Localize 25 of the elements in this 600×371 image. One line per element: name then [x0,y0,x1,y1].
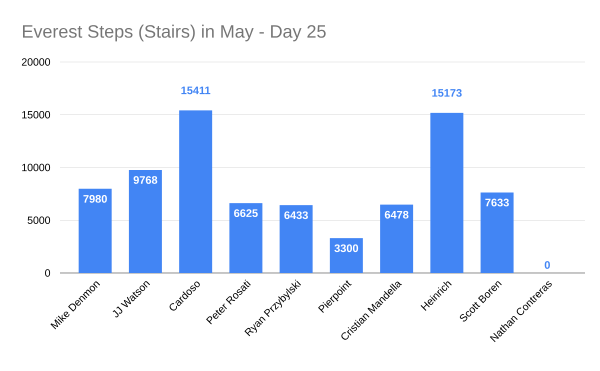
y-tick-label: 10000 [22,164,50,172]
bar [229,203,262,273]
data-label: 0 [544,261,550,269]
data-label: 6625 [234,209,258,218]
bar [430,112,464,273]
data-label: 9768 [134,176,158,184]
data-label: 6478 [384,210,408,219]
data-label: 7980 [83,195,107,203]
chart-title: Everest Steps (Stairs) in May - Day 25 [22,24,326,42]
data-label: 6433 [284,211,308,220]
data-label: 15173 [432,89,462,97]
y-tick-label: 20000 [22,58,50,66]
y-tick-label: 5000 [28,216,50,224]
data-label: 15411 [181,86,210,94]
bar [380,204,414,273]
y-tick-label: 15000 [22,111,50,118]
y-tick-label: 0 [45,269,50,277]
bar [330,238,363,273]
bar [280,205,313,273]
bar [480,192,514,273]
bar [179,110,212,273]
bar [78,188,112,273]
data-label: 3300 [334,244,358,252]
data-label: 7633 [485,198,509,206]
bar [128,170,162,273]
